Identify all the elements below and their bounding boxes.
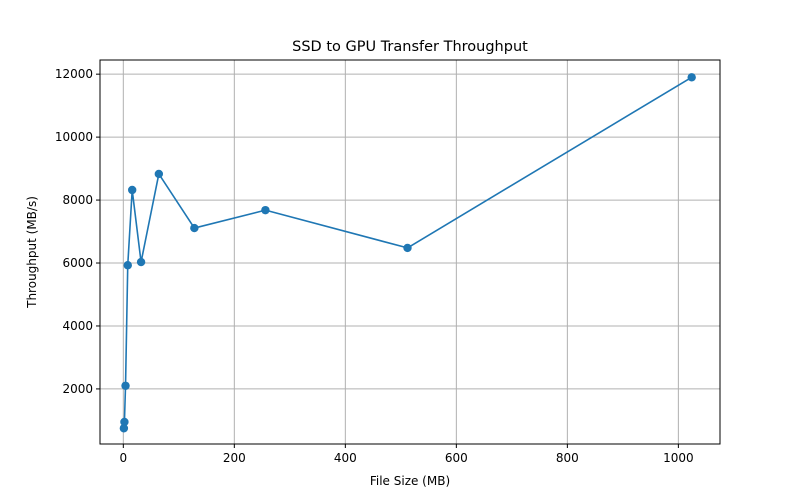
y-tick-label: 2000 — [62, 382, 93, 396]
data-point — [261, 205, 270, 215]
data-point — [121, 381, 130, 390]
data-point — [123, 261, 132, 270]
data-point — [119, 424, 129, 433]
data-point — [687, 73, 696, 82]
x-tick-label: 600 — [445, 451, 468, 465]
data-point — [120, 417, 129, 427]
y-tick-label: 8000 — [62, 193, 93, 207]
data-point — [154, 169, 164, 179]
y-axis-label: Throughput (MB/s) — [25, 196, 39, 309]
x-tick-label: 800 — [556, 451, 579, 465]
y-tick-label: 4000 — [62, 319, 93, 333]
x-tick-label: 400 — [334, 451, 357, 465]
x-axis-label: File Size (MB) — [370, 474, 450, 488]
series-layer — [119, 73, 696, 433]
x-tick-label: 200 — [223, 451, 246, 465]
chart-title: SSD to GPU Transfer Throughput — [292, 39, 528, 55]
data-point — [190, 223, 199, 233]
data-point — [127, 185, 137, 195]
grid — [100, 60, 720, 444]
axis-ticks: 0 200 400 600 800 1000 2000 4000 6000 8000 10000 12… — [55, 67, 694, 465]
x-tick-label: 0 — [119, 451, 127, 465]
data-point — [403, 243, 412, 253]
x-tick-label: 1000 — [663, 451, 694, 465]
plot-frame — [99, 59, 721, 445]
data-point — [136, 257, 146, 267]
y-tick-label: 10000 — [55, 130, 93, 144]
y-tick-label: 6000 — [62, 256, 93, 270]
y-tick-label: 12000 — [55, 67, 93, 81]
